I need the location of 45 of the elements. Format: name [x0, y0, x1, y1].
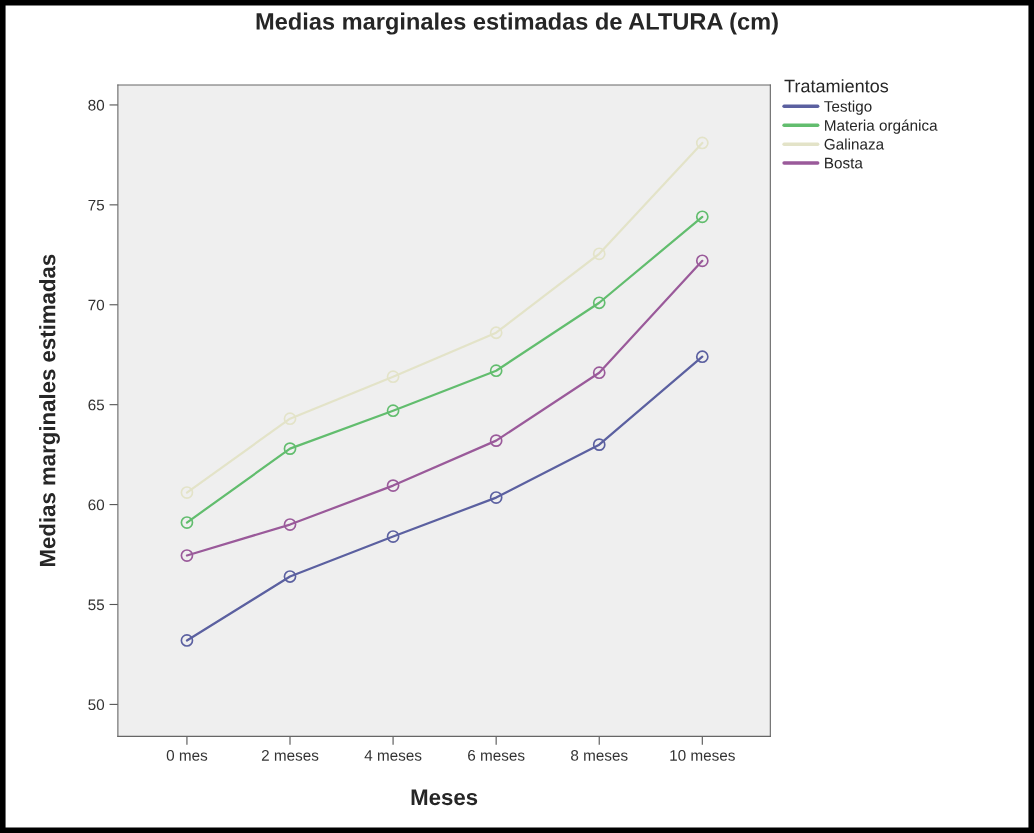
point: [592, 296, 606, 310]
x-axis-title: Meses: [411, 789, 478, 806]
point: [283, 412, 297, 426]
x-tick-label: 10 meses: [670, 749, 735, 761]
x-tick-label: 8 meses: [571, 749, 628, 761]
point: [592, 247, 606, 261]
point: [283, 518, 297, 531]
point: [386, 404, 400, 418]
point: [592, 366, 606, 380]
y-tick-label: 80: [88, 99, 105, 111]
legend-title: Tratamientos: [784, 79, 889, 93]
y-tick-label: 60: [88, 499, 105, 511]
point: [180, 516, 194, 529]
y-tick-label: 75: [88, 199, 105, 211]
legend-label: Materia orgánica: [825, 119, 938, 134]
point: [283, 442, 297, 456]
point: [386, 479, 400, 492]
y-tick-label: 70: [88, 299, 105, 311]
point: [489, 434, 503, 448]
legend-label: Testigo: [824, 100, 872, 115]
legend-label: Bosta: [825, 157, 863, 169]
x-tick-label: 6 meses: [468, 749, 525, 761]
y-tick-label: 65: [88, 399, 105, 411]
x-tick-label: 4 meses: [364, 750, 422, 761]
point: [592, 438, 606, 452]
point: [489, 326, 503, 340]
x-tick-label: 0 mes: [166, 749, 208, 761]
point: [695, 136, 709, 150]
y-tick-label: 55: [88, 599, 105, 611]
y-axis-title: Medias marginales estimadas: [39, 254, 60, 567]
point: [695, 350, 709, 364]
point: [386, 530, 400, 543]
point: [180, 486, 194, 499]
x-tick-label: 2 meses: [261, 749, 319, 761]
y-tick-label: 50: [88, 699, 105, 711]
chart-title: Medias marginales estimadas de ALTURA (cm): [256, 12, 778, 35]
point: [180, 634, 194, 647]
point: [695, 254, 709, 268]
point: [489, 364, 503, 378]
point: [489, 491, 503, 504]
point: [283, 570, 297, 583]
point: [695, 210, 709, 224]
point: [180, 549, 194, 562]
legend-label: Galinaza: [824, 138, 885, 150]
point: [386, 370, 400, 384]
